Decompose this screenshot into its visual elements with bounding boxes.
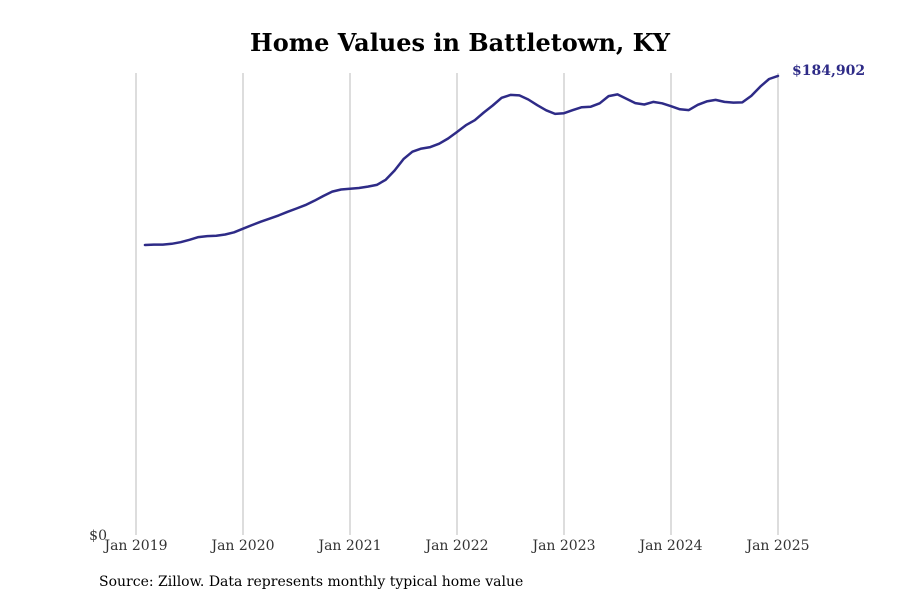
x-tick-label: Jan 2024 (637, 538, 702, 554)
source-note: Source: Zillow. Data represents monthly … (99, 574, 524, 590)
chart-title: Home Values in Battletown, KY (250, 28, 670, 57)
x-tick-label: Jan 2019 (102, 538, 167, 554)
end-value-label: $184,902 (792, 63, 865, 79)
x-tick-label: Jan 2025 (744, 538, 809, 554)
x-tick-label: Jan 2023 (530, 538, 595, 554)
home-value-line (143, 74, 780, 247)
y-tick-label: $0 (89, 528, 107, 544)
x-tick-label: Jan 2022 (423, 538, 488, 554)
x-tick-label: Jan 2021 (316, 538, 381, 554)
x-tick-label: Jan 2020 (209, 538, 274, 554)
